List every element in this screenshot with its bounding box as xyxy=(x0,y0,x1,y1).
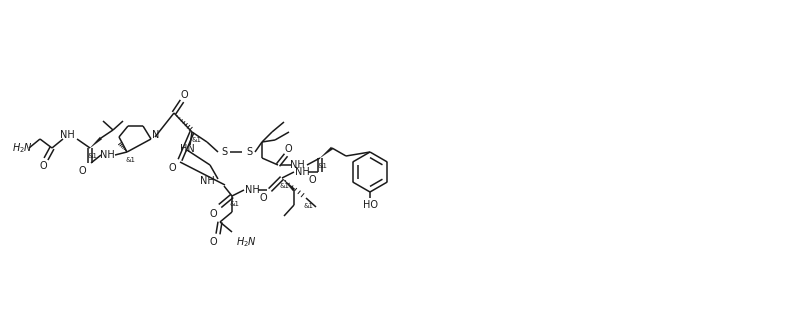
Text: NH: NH xyxy=(59,130,74,140)
Text: HO: HO xyxy=(363,200,377,210)
Text: &1: &1 xyxy=(125,157,135,163)
Text: NH: NH xyxy=(200,176,215,186)
Text: &1: &1 xyxy=(318,163,328,169)
Text: O: O xyxy=(209,237,217,247)
Text: N: N xyxy=(152,130,159,140)
Text: &1: &1 xyxy=(88,153,98,159)
Text: O: O xyxy=(39,161,46,171)
Text: &1: &1 xyxy=(279,183,289,189)
Text: &1: &1 xyxy=(304,203,314,209)
Text: NH: NH xyxy=(295,167,309,177)
Text: O: O xyxy=(209,209,217,219)
Text: &1: &1 xyxy=(230,201,240,207)
Text: &1: &1 xyxy=(191,137,201,143)
Text: O: O xyxy=(180,90,187,100)
Text: S: S xyxy=(221,147,227,157)
Text: NH: NH xyxy=(290,160,304,170)
Text: NH: NH xyxy=(99,150,115,160)
Text: O: O xyxy=(78,166,86,176)
Text: NH: NH xyxy=(244,185,260,195)
Polygon shape xyxy=(320,147,333,158)
Text: O: O xyxy=(168,163,175,173)
Polygon shape xyxy=(90,137,102,148)
Text: O: O xyxy=(260,193,267,203)
Text: $H_2N$: $H_2N$ xyxy=(236,235,257,249)
Text: HN: HN xyxy=(179,144,195,154)
Polygon shape xyxy=(282,178,295,191)
Text: O: O xyxy=(308,175,316,185)
Text: $H_2N$: $H_2N$ xyxy=(12,141,33,155)
Text: O: O xyxy=(284,144,292,154)
Text: S: S xyxy=(246,147,252,157)
